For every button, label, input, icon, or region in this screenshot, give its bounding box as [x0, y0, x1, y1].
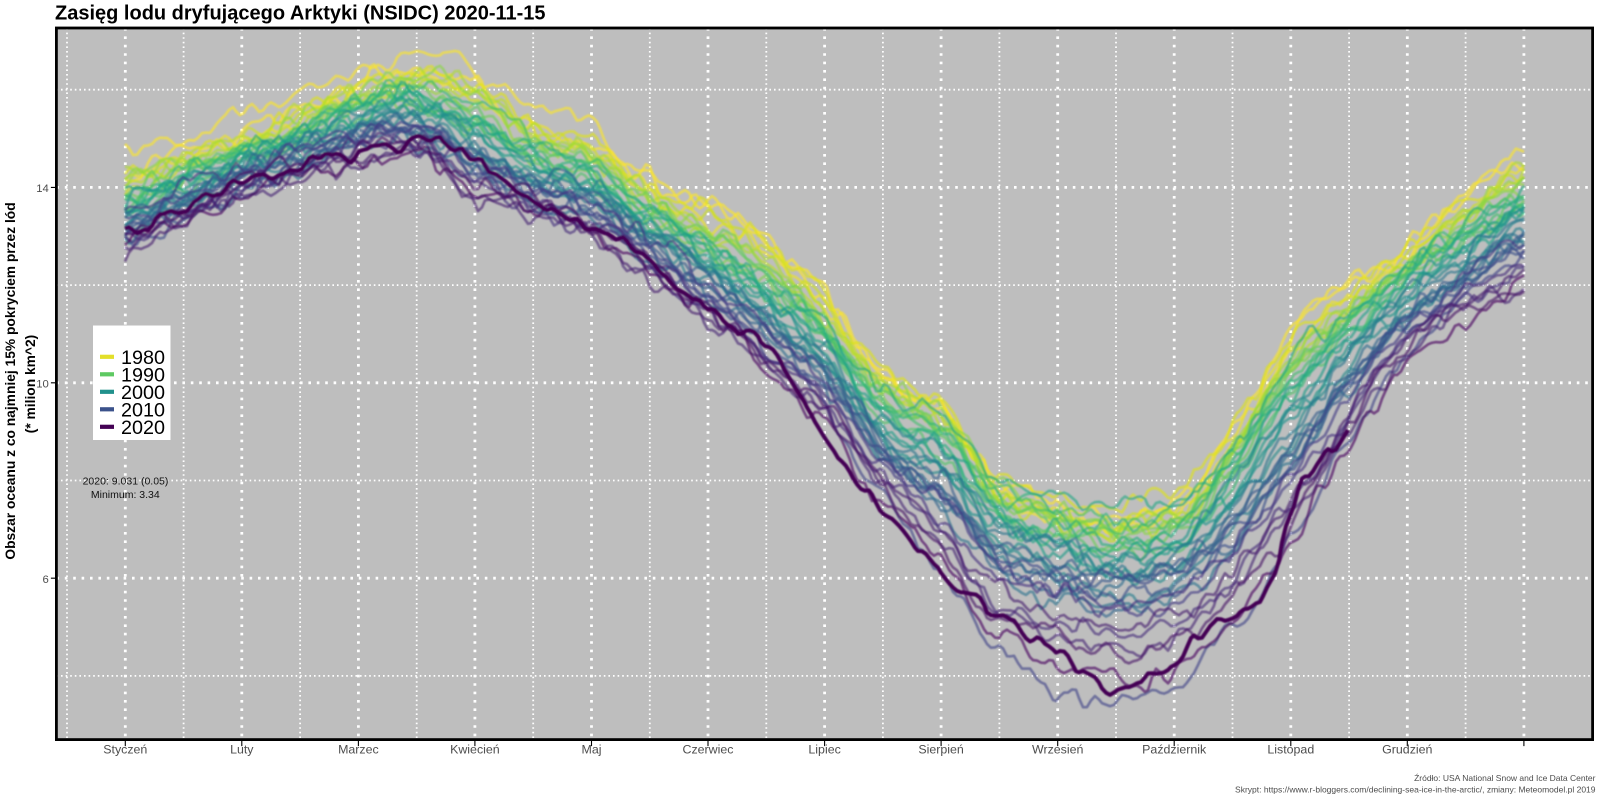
svg-text:6: 6 [43, 574, 49, 586]
svg-text:Listopad: Listopad [1267, 743, 1314, 757]
svg-text:Wrzesień: Wrzesień [1032, 743, 1084, 757]
svg-text:1990: 1990 [121, 365, 165, 387]
svg-text:10: 10 [36, 378, 49, 390]
svg-text:Minimum: 3.34: Minimum: 3.34 [91, 489, 160, 501]
svg-text:Czerwiec: Czerwiec [683, 743, 734, 757]
svg-text:Skrypt: https://www.r-bloggers: Skrypt: https://www.r-bloggers.com/decli… [1235, 785, 1596, 795]
svg-text:Październik: Październik [1142, 743, 1207, 757]
svg-text:2020: 9.031 (0.05): 2020: 9.031 (0.05) [83, 476, 169, 488]
svg-text:Zasięg lodu dryfującego Arktyk: Zasięg lodu dryfującego Arktyki (NSIDC) … [55, 3, 546, 25]
svg-text:Źródło: USA National Snow and: Źródło: USA National Snow and Ice Data C… [1414, 773, 1596, 783]
svg-text:2010: 2010 [121, 400, 165, 422]
svg-text:14: 14 [36, 183, 49, 195]
svg-text:Maj: Maj [582, 743, 602, 757]
svg-text:1980: 1980 [121, 347, 165, 369]
svg-text:Kwiecień: Kwiecień [450, 743, 500, 757]
svg-text:2000: 2000 [121, 382, 165, 404]
svg-text:2020: 2020 [121, 417, 165, 439]
svg-text:Obszar oceanu z co najmniej 15: Obszar oceanu z co najmniej 15% pokrycie… [3, 202, 18, 559]
svg-text:Grudzień: Grudzień [1382, 743, 1432, 757]
svg-text:Marzec: Marzec [338, 743, 379, 757]
svg-text:Styczeń: Styczeń [103, 743, 147, 757]
svg-text:Luty: Luty [230, 743, 254, 757]
svg-text:Sierpień: Sierpień [918, 743, 964, 757]
svg-text:(* milion km^2): (* milion km^2) [23, 335, 38, 434]
svg-text:Lipiec: Lipiec [808, 743, 840, 757]
